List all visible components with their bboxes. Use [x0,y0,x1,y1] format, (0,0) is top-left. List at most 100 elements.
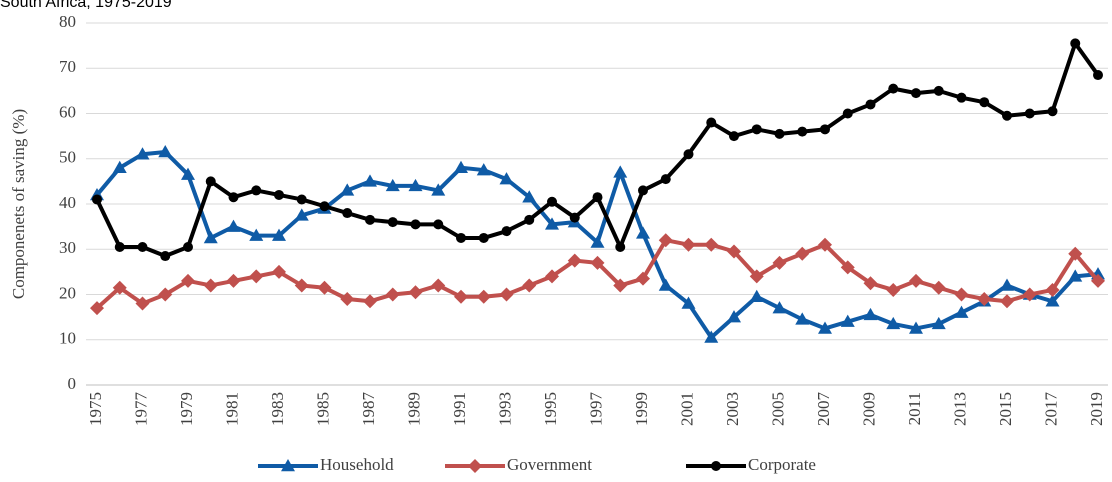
marker [1093,70,1103,81]
marker [501,226,512,237]
x-tick-label: 1985 [313,392,332,426]
marker [1068,269,1083,282]
marker [706,117,717,128]
x-tick-label: 1979 [177,392,196,426]
marker [636,271,650,286]
marker [433,219,444,230]
marker [681,237,696,252]
x-tick-label: 2019 [1087,392,1106,426]
marker [363,174,377,187]
marker [931,316,946,330]
y-tick-label: 40 [59,193,76,212]
y-tick-label: 60 [59,102,76,121]
marker [1022,287,1037,302]
marker [135,296,150,311]
marker [454,289,468,304]
marker [158,144,173,158]
marker [954,287,969,302]
marker [704,330,719,343]
marker [340,292,355,307]
marker [660,174,671,185]
x-tick-label: 1997 [586,392,605,427]
marker [342,208,353,219]
x-tick-label: 1987 [359,392,378,427]
marker [729,131,739,142]
marker [772,255,787,270]
x-tick-label: 2003 [723,392,742,426]
marker [545,217,559,230]
marker [727,310,741,323]
marker [820,124,830,135]
marker [863,307,878,321]
marker [160,251,171,262]
marker [954,305,969,318]
marker [1000,294,1014,309]
marker [886,316,901,330]
marker [431,278,446,293]
marker [431,183,446,196]
x-tick-label: 1995 [541,392,560,426]
marker [249,269,264,284]
marker [842,108,853,119]
x-tick-label: 2009 [859,392,878,426]
marker [272,228,286,241]
marker [1045,294,1060,307]
marker [613,165,628,178]
legend-label: Household [320,455,394,474]
marker [203,278,218,293]
marker [1024,108,1035,119]
marker [226,273,241,288]
marker [569,212,580,223]
marker [454,160,468,174]
marker [797,126,808,137]
marker [522,190,537,203]
y-tick-label: 70 [59,57,76,76]
marker [135,147,150,160]
marker [319,201,330,212]
marker [317,280,332,295]
x-tick-label: 1983 [268,392,287,426]
legend-label: Corporate [748,455,816,474]
x-tick-label: 1993 [495,392,514,426]
y-tick-label: 10 [59,329,76,348]
marker [751,124,762,135]
y-tick-label: 30 [59,238,76,257]
marker [1070,38,1081,49]
marker [592,192,603,203]
x-tick-label: 2013 [950,392,969,426]
marker [795,312,810,325]
marker [638,185,648,196]
marker [886,282,901,297]
marker [387,217,398,228]
legend-marker [711,461,721,471]
marker [456,232,466,243]
marker [909,321,923,334]
marker [911,88,921,99]
marker [749,269,764,284]
marker [92,194,102,205]
y-tick-label: 20 [59,283,76,302]
marker [977,292,992,307]
marker [340,183,355,196]
marker [863,276,878,291]
marker [365,214,375,225]
marker [183,241,193,252]
marker [681,296,696,309]
marker [658,233,673,248]
marker [158,287,173,302]
marker [114,241,125,252]
marker [274,189,284,200]
marker [567,253,582,268]
marker [613,278,628,293]
marker [979,97,990,108]
marker [840,260,855,275]
x-tick-label: 2001 [677,392,696,426]
x-tick-label: 2007 [814,392,833,427]
marker [1068,246,1083,261]
marker [272,264,286,279]
marker [296,194,307,205]
marker [772,301,787,314]
marker [408,285,423,300]
legend-marker [281,459,295,472]
marker [636,226,650,239]
